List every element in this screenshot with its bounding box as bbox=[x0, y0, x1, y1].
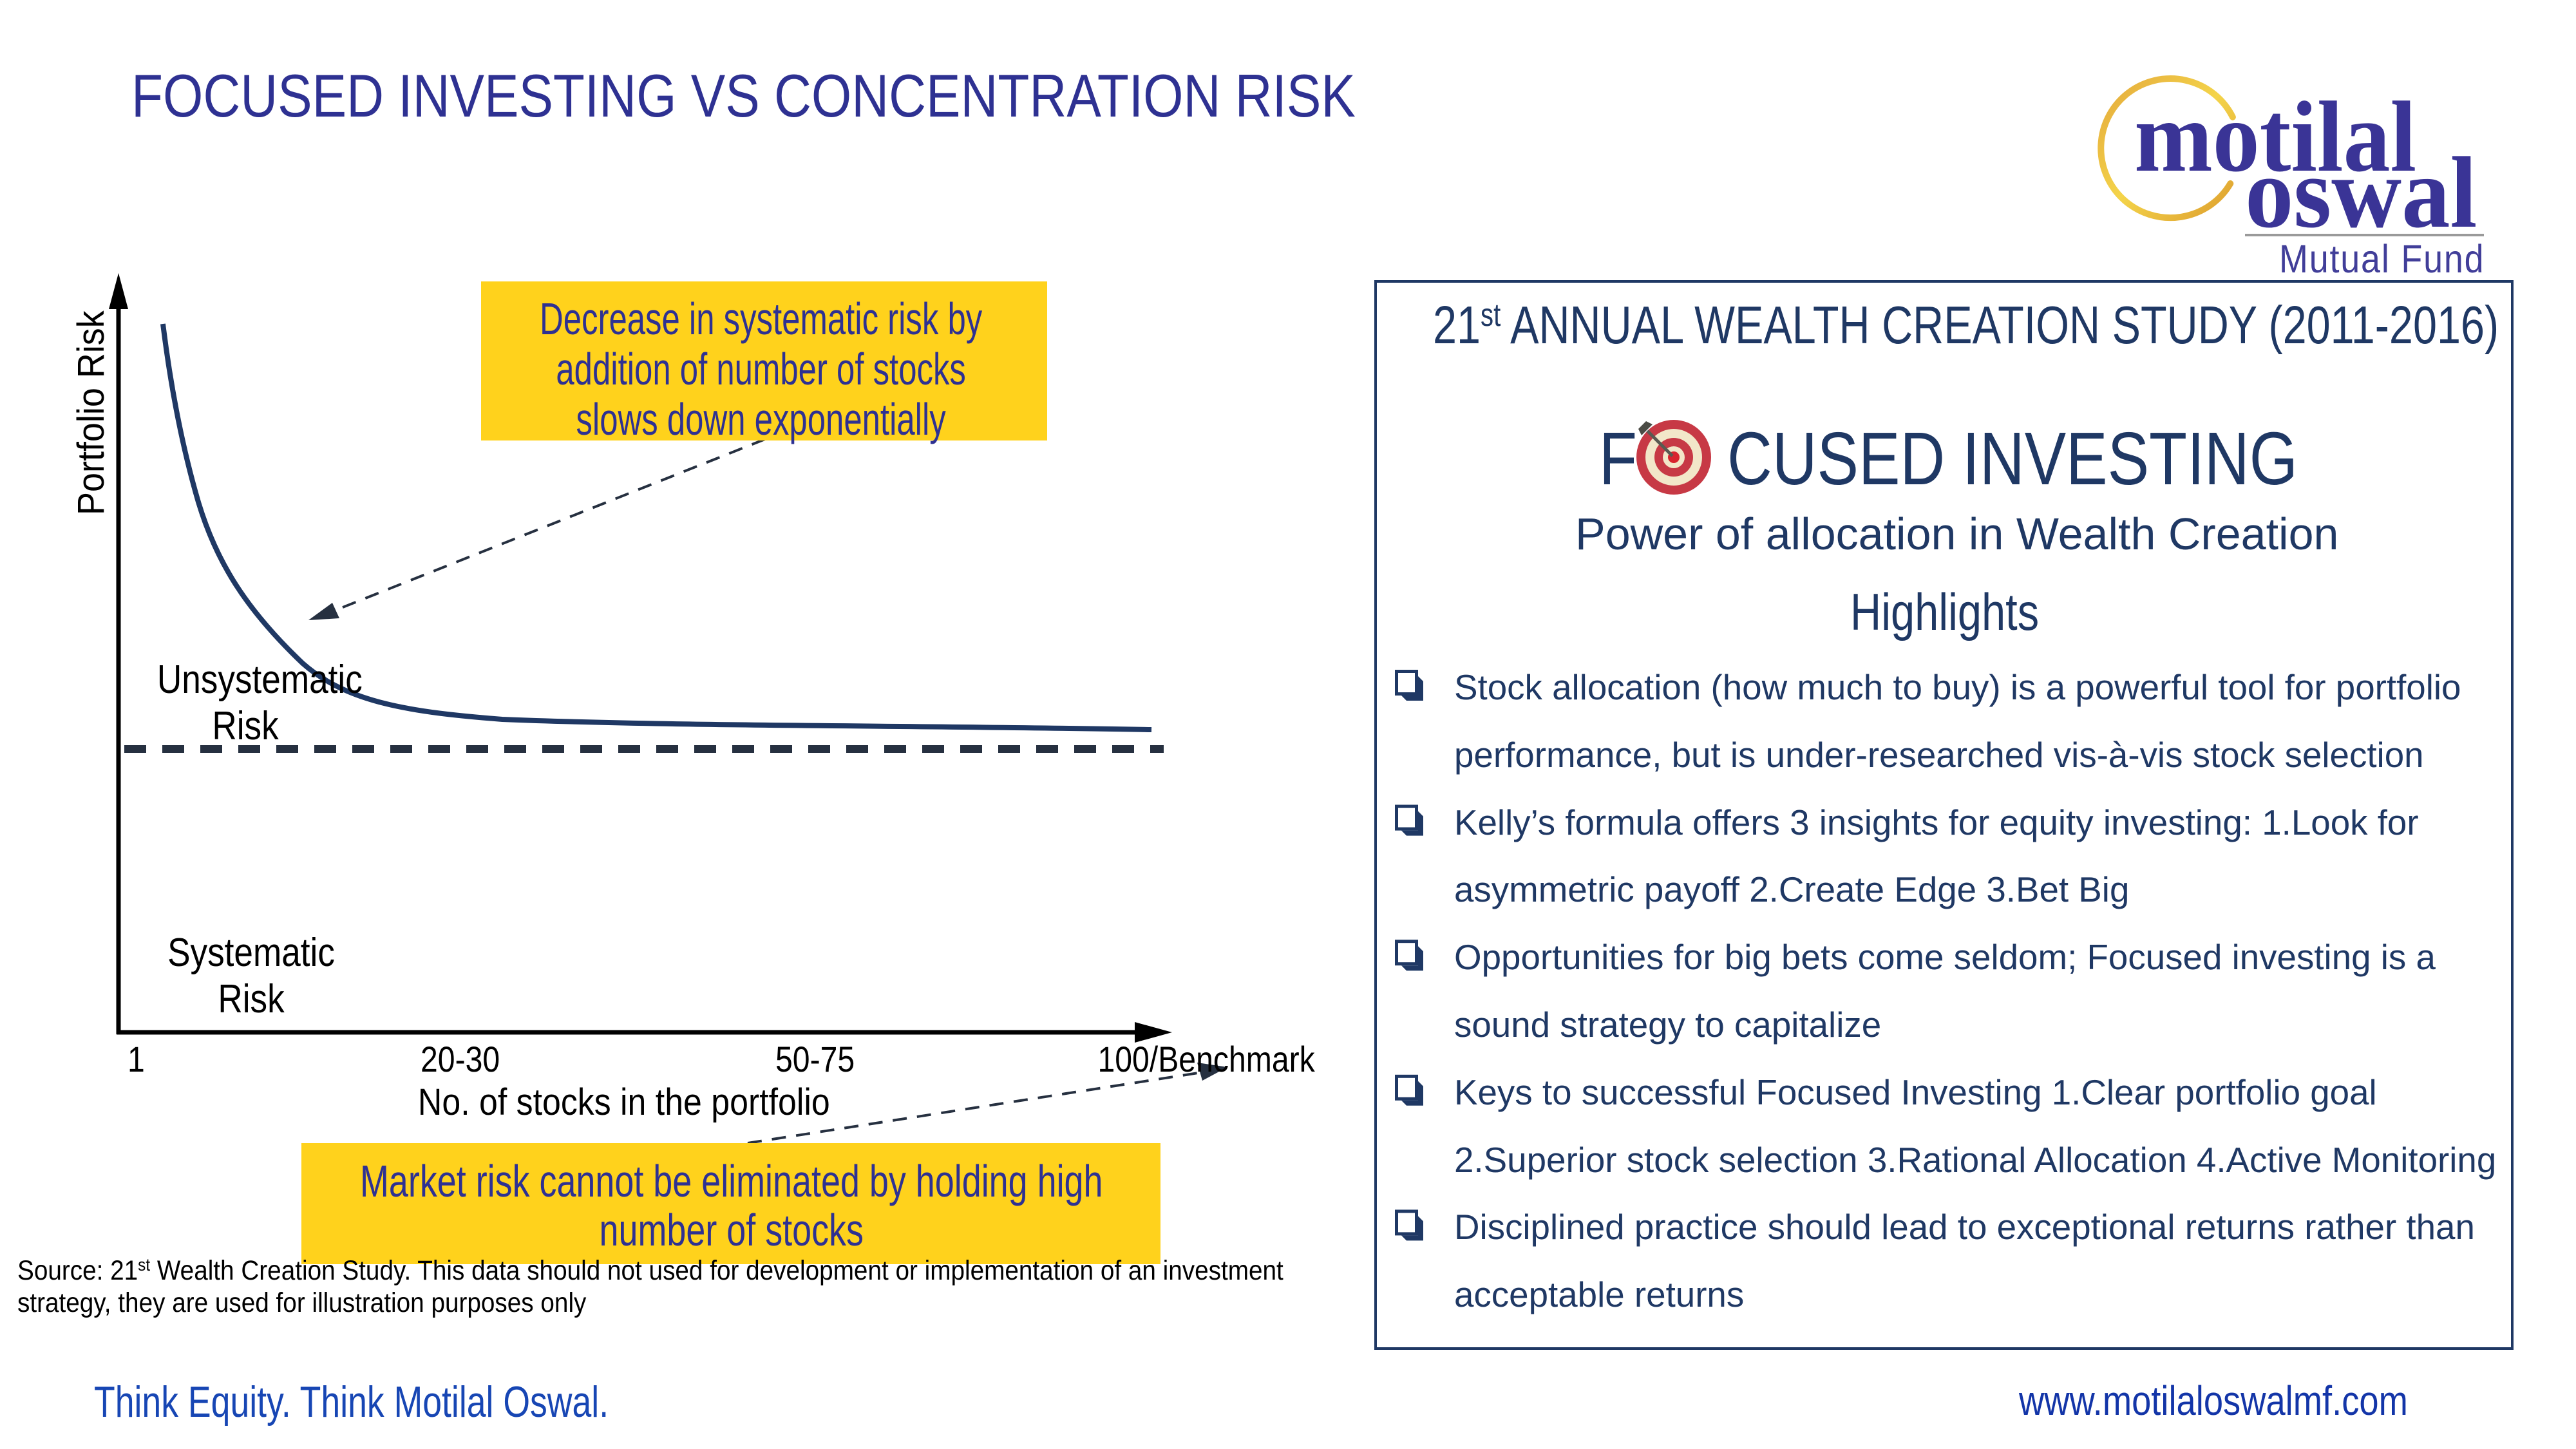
svg-text:oswal: oswal bbox=[2245, 137, 2477, 249]
svg-text:Mutual Fund: Mutual Fund bbox=[2279, 238, 2485, 281]
svg-text:motilal: motilal bbox=[2134, 80, 2416, 193]
